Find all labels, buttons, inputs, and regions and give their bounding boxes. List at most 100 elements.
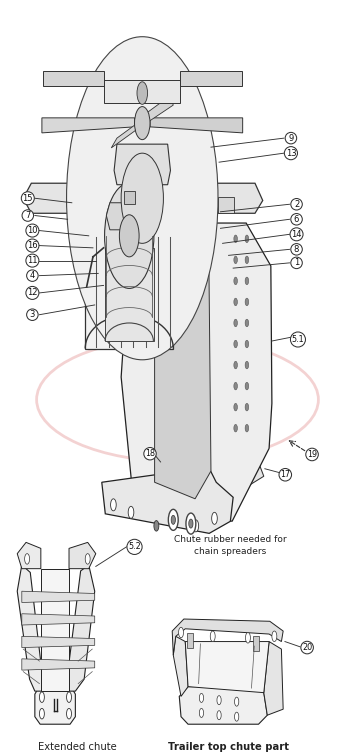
- Circle shape: [234, 277, 237, 285]
- Polygon shape: [180, 70, 242, 85]
- Circle shape: [234, 319, 237, 327]
- Text: 17: 17: [280, 470, 290, 479]
- Polygon shape: [187, 442, 193, 448]
- Polygon shape: [187, 633, 193, 648]
- Text: 8: 8: [294, 245, 299, 254]
- Text: 7: 7: [25, 211, 31, 220]
- Circle shape: [66, 708, 71, 719]
- Circle shape: [217, 711, 221, 720]
- Circle shape: [234, 235, 237, 243]
- Circle shape: [212, 513, 217, 525]
- Circle shape: [245, 319, 248, 327]
- Polygon shape: [69, 542, 96, 569]
- Polygon shape: [105, 248, 154, 341]
- Circle shape: [235, 697, 239, 706]
- Polygon shape: [253, 637, 259, 652]
- Polygon shape: [85, 236, 173, 349]
- Polygon shape: [102, 456, 233, 534]
- Polygon shape: [35, 685, 75, 724]
- Circle shape: [179, 627, 184, 638]
- Text: 1: 1: [294, 259, 299, 268]
- Circle shape: [234, 424, 237, 432]
- Polygon shape: [43, 70, 104, 85]
- Text: 18: 18: [145, 449, 155, 458]
- Polygon shape: [111, 122, 140, 148]
- Text: 6: 6: [294, 215, 299, 224]
- Polygon shape: [185, 642, 269, 692]
- Circle shape: [66, 37, 218, 360]
- Circle shape: [234, 383, 237, 390]
- Text: 9: 9: [288, 134, 294, 143]
- Polygon shape: [241, 442, 246, 448]
- Polygon shape: [42, 118, 135, 133]
- Polygon shape: [214, 442, 219, 448]
- Circle shape: [234, 404, 237, 411]
- Circle shape: [234, 361, 237, 369]
- Circle shape: [217, 696, 221, 705]
- Circle shape: [200, 693, 203, 702]
- Circle shape: [186, 513, 196, 534]
- Text: Extended chute: Extended chute: [38, 742, 116, 752]
- Circle shape: [154, 521, 159, 531]
- Polygon shape: [63, 565, 95, 691]
- Polygon shape: [121, 223, 272, 522]
- Circle shape: [235, 712, 239, 721]
- Text: 13: 13: [286, 149, 296, 158]
- Circle shape: [245, 256, 248, 264]
- Text: 14: 14: [291, 230, 302, 239]
- Polygon shape: [17, 542, 41, 569]
- Polygon shape: [162, 443, 264, 486]
- Circle shape: [128, 507, 134, 519]
- Circle shape: [210, 631, 215, 642]
- Circle shape: [234, 298, 237, 305]
- Polygon shape: [179, 686, 267, 724]
- Circle shape: [137, 82, 148, 104]
- Circle shape: [135, 107, 150, 140]
- Text: Chute rubber needed for
chain spreaders: Chute rubber needed for chain spreaders: [174, 534, 286, 556]
- Circle shape: [245, 277, 248, 285]
- Text: SPECIALISTS: SPECIALISTS: [125, 386, 230, 401]
- Circle shape: [39, 692, 44, 702]
- Text: 5.1: 5.1: [292, 335, 304, 344]
- Text: 19: 19: [307, 450, 317, 459]
- Polygon shape: [124, 191, 135, 204]
- Text: EQUIPMENT: EQUIPMENT: [124, 401, 231, 416]
- Polygon shape: [22, 591, 95, 603]
- Circle shape: [245, 383, 248, 390]
- Circle shape: [245, 235, 248, 243]
- Circle shape: [245, 424, 248, 432]
- Text: 2: 2: [294, 200, 299, 209]
- Text: 10: 10: [27, 226, 38, 235]
- Circle shape: [168, 510, 178, 531]
- Circle shape: [119, 215, 139, 257]
- Circle shape: [245, 340, 248, 348]
- Polygon shape: [41, 569, 69, 691]
- Circle shape: [234, 256, 237, 264]
- Polygon shape: [106, 203, 152, 230]
- Circle shape: [121, 153, 163, 243]
- Circle shape: [245, 361, 248, 369]
- Circle shape: [105, 183, 154, 288]
- Circle shape: [171, 516, 175, 525]
- Circle shape: [245, 404, 248, 411]
- Polygon shape: [228, 442, 233, 448]
- Circle shape: [272, 631, 277, 642]
- Circle shape: [39, 708, 44, 719]
- Circle shape: [245, 633, 250, 643]
- Circle shape: [189, 519, 193, 528]
- Polygon shape: [22, 614, 95, 625]
- Text: 5.2: 5.2: [128, 542, 141, 551]
- Polygon shape: [150, 118, 243, 133]
- Circle shape: [24, 553, 29, 564]
- Text: 16: 16: [27, 241, 38, 250]
- Text: 4: 4: [30, 271, 35, 280]
- Polygon shape: [218, 197, 234, 213]
- Circle shape: [193, 520, 199, 532]
- Polygon shape: [22, 637, 95, 648]
- Polygon shape: [155, 223, 211, 499]
- Circle shape: [85, 553, 90, 564]
- Circle shape: [245, 298, 248, 305]
- Circle shape: [200, 708, 203, 717]
- Polygon shape: [172, 619, 283, 655]
- Text: 12: 12: [27, 289, 38, 297]
